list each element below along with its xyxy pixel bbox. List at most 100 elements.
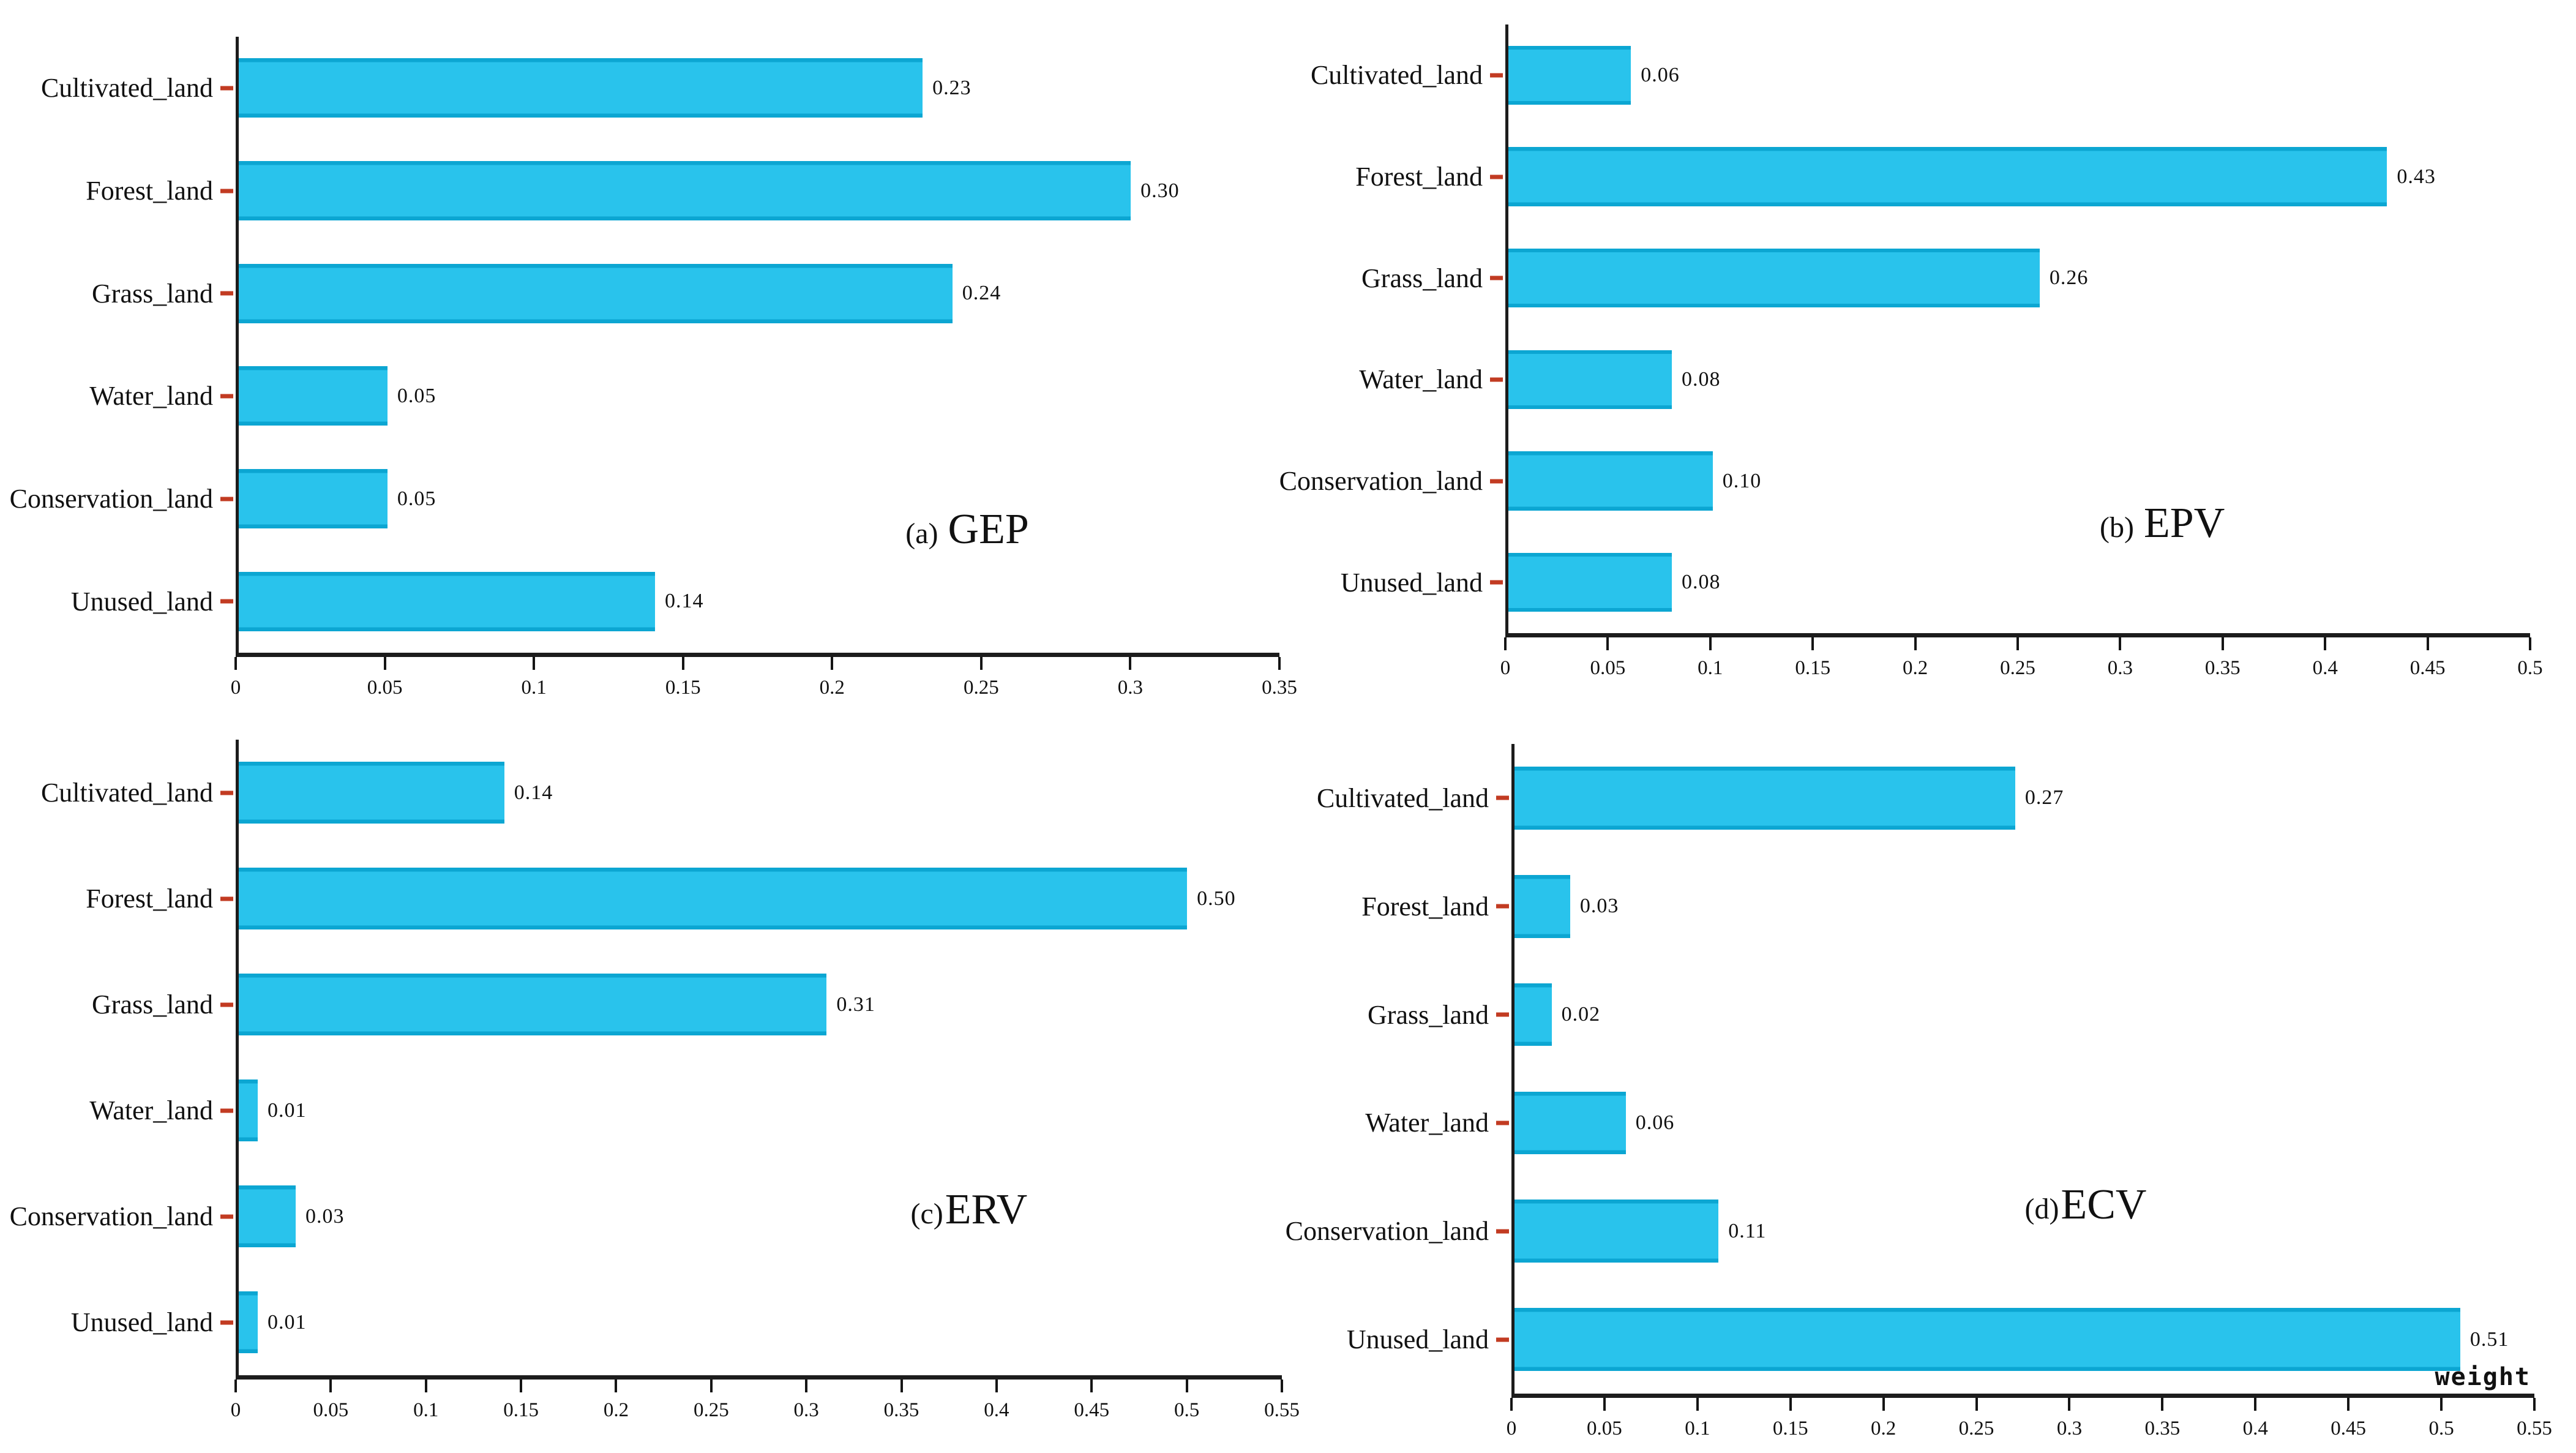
chart-title-prefix: (a) bbox=[905, 517, 938, 550]
x-tick-label: 0.35 bbox=[2204, 657, 2241, 679]
bar-forest_land bbox=[239, 160, 1131, 221]
bar-row: Grass_land 0.26 bbox=[1361, 227, 2530, 329]
bar-conservation_land bbox=[1508, 451, 1713, 511]
value-label: 0.02 bbox=[1561, 1003, 1601, 1026]
value-label: 0.50 bbox=[1197, 887, 1236, 910]
bar-grass_land bbox=[1508, 249, 2040, 308]
x-tick-mark bbox=[2068, 1398, 2071, 1411]
value-label: 0.11 bbox=[1728, 1219, 1767, 1242]
category-label: Water_land bbox=[1365, 1108, 1489, 1138]
plot-area-a: Cultivated_land 0.23 Forest_land 0.30 Grass_… bbox=[10, 37, 1297, 699]
x-tick-label: 0.15 bbox=[665, 677, 701, 699]
category-label: Conservation_land bbox=[9, 484, 213, 514]
x-tick-mark bbox=[1090, 1380, 1093, 1392]
x-tick-mark bbox=[805, 1380, 808, 1392]
category-label: Unused_land bbox=[70, 1307, 213, 1337]
bar-rows-d: Cultivated_land 0.27 Forest_land 0.03 Grass_… bbox=[1286, 744, 2534, 1394]
x-tick-label: 0.45 bbox=[2331, 1417, 2367, 1440]
bar-rows-a: Cultivated_land 0.23 Forest_land 0.30 Grass_… bbox=[10, 37, 1279, 653]
chart-title-a: (a) GEP bbox=[905, 505, 1029, 554]
value-label: 0.14 bbox=[665, 590, 704, 613]
x-tick-label: 0.25 bbox=[1958, 1417, 1994, 1440]
y-tick-mark bbox=[1496, 1012, 1509, 1017]
chart-panel-c: Cultivated_land 0.14 Forest_land 0.50 Grass_… bbox=[0, 719, 1300, 1439]
x-tick-label: 0.3 bbox=[1117, 677, 1144, 699]
category-label: Forest_land bbox=[86, 884, 213, 914]
x-axis-c: 0 0.05 0.1 0.15 0.2 0.25 0.3 0.35 0.4 0.45 0.5 0.55 bbox=[231, 1380, 1300, 1435]
value-label: 0.01 bbox=[267, 1310, 307, 1334]
bar-water_land bbox=[239, 366, 388, 426]
category-label: Water_land bbox=[89, 1095, 213, 1125]
x-tick-label: 0.45 bbox=[1074, 1399, 1110, 1421]
y-tick-mark bbox=[1496, 904, 1509, 909]
y-tick-mark bbox=[1496, 1229, 1509, 1234]
category-label: Water_land bbox=[1359, 364, 1483, 395]
x-tick-mark bbox=[234, 1380, 237, 1392]
x-tick-label: 0.05 bbox=[1590, 657, 1626, 679]
value-label: 0.23 bbox=[932, 76, 972, 99]
x-tick-mark bbox=[2119, 637, 2122, 650]
chart-panel-d: Cultivated_land 0.27 Forest_land 0.03 Grass_… bbox=[1286, 719, 2576, 1440]
y-tick-mark bbox=[1496, 1121, 1509, 1125]
category-label: Conservation_land bbox=[1279, 466, 1483, 497]
category-label: Grass_land bbox=[92, 989, 213, 1019]
x-tick-mark bbox=[2254, 1398, 2257, 1411]
y-tick-mark bbox=[1490, 175, 1503, 179]
chart-title-c: (c)ERV bbox=[910, 1185, 1027, 1234]
chart-panel-a: Cultivated_land 0.23 Forest_land 0.30 Grass_… bbox=[0, 0, 1297, 719]
category-label: Unused_land bbox=[1346, 1324, 1489, 1355]
plot-area-c: Cultivated_land 0.14 Forest_land 0.50 Grass_… bbox=[10, 740, 1300, 1421]
chart-title-text: EPV bbox=[2144, 500, 2225, 547]
chart-title-prefix: (c) bbox=[910, 1198, 943, 1231]
bar-conservation_land bbox=[239, 1185, 296, 1247]
y-tick-mark bbox=[220, 1002, 233, 1007]
x-tick-label: 0.3 bbox=[793, 1399, 819, 1421]
x-tick-label: 0.4 bbox=[2312, 657, 2338, 679]
category-label: Forest_land bbox=[1361, 891, 1489, 922]
value-label: 0.01 bbox=[267, 1098, 307, 1122]
x-axis-a: 0 0.05 0.1 0.15 0.2 0.25 0.3 0.35 bbox=[231, 657, 1297, 712]
bar-row: Cultivated_land 0.06 bbox=[1311, 24, 2530, 126]
x-tick-label: 0.4 bbox=[2242, 1417, 2268, 1440]
y-tick-mark bbox=[220, 1108, 233, 1113]
x-tick-label: 0.35 bbox=[883, 1399, 919, 1421]
x-axis-d: 0 0.05 0.1 0.15 0.2 0.25 0.3 0.35 0.4 0.45 0.5 0.55 bbox=[1507, 1398, 2552, 1453]
x-tick-label: 0 bbox=[1500, 657, 1511, 679]
bar-row: Forest_land 0.30 bbox=[86, 140, 1279, 242]
bar-row: Grass_land 0.31 bbox=[92, 952, 1282, 1057]
y-tick-mark bbox=[1496, 1337, 1509, 1342]
value-label: 0.31 bbox=[836, 993, 875, 1016]
bar-row: Forest_land 0.43 bbox=[1355, 126, 2530, 228]
x-tick-mark bbox=[1811, 637, 1814, 650]
category-label: Cultivated_land bbox=[40, 73, 213, 103]
x-tick-mark bbox=[1709, 637, 1712, 650]
x-tick-label: 0.5 bbox=[2428, 1417, 2454, 1440]
y-tick-mark bbox=[220, 1214, 233, 1218]
bar-cultivated_land bbox=[1508, 45, 1631, 105]
bar-water_land bbox=[239, 1079, 258, 1141]
value-label: 0.06 bbox=[1641, 63, 1680, 86]
bar-row: Conservation_land 0.05 bbox=[10, 448, 1279, 550]
x-tick-mark bbox=[234, 657, 237, 670]
x-tick-mark bbox=[2440, 1398, 2443, 1411]
bar-row: Unused_land 0.08 bbox=[1341, 531, 2530, 633]
y-tick-mark bbox=[1496, 795, 1509, 800]
bar-forest_land bbox=[1515, 874, 1570, 938]
y-tick-mark bbox=[1490, 276, 1503, 280]
x-tick-mark bbox=[1882, 1398, 1885, 1411]
bar-grass_land bbox=[1515, 983, 1552, 1046]
x-tick-label: 0.2 bbox=[603, 1399, 629, 1421]
bar-forest_land bbox=[1508, 147, 2387, 206]
x-tick-label: 0.55 bbox=[2517, 1417, 2552, 1440]
x-tick-mark bbox=[1789, 1398, 1792, 1411]
chart-title-text: GEP bbox=[948, 505, 1029, 553]
chart-title-d: (d)ECV bbox=[2024, 1181, 2146, 1230]
y-tick-mark bbox=[220, 291, 233, 296]
x-tick-mark bbox=[424, 1380, 427, 1392]
x-tick-mark bbox=[979, 657, 983, 670]
chart-panel-b: Cultivated_land 0.06 Forest_land 0.43 Grass_… bbox=[1279, 0, 2576, 719]
x-tick-mark bbox=[1281, 1380, 1283, 1392]
x-tick-mark bbox=[2426, 637, 2429, 650]
x-tick-mark bbox=[1278, 657, 1281, 670]
